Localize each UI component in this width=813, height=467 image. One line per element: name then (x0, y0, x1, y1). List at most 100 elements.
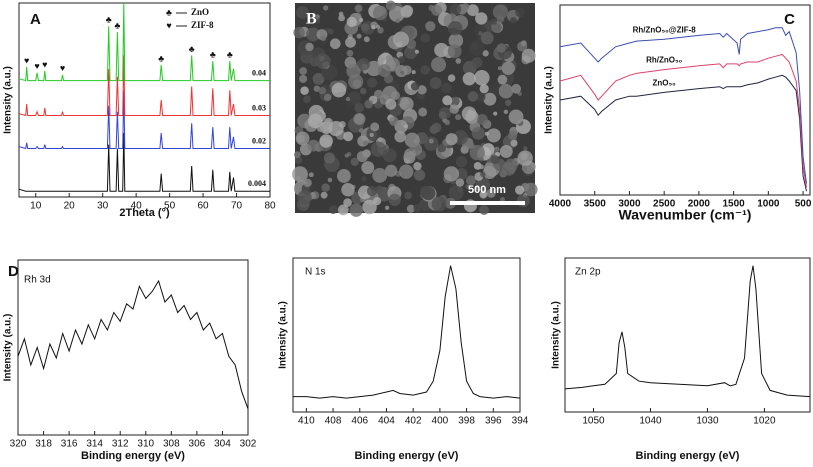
peak-marker: ♣ (158, 53, 164, 63)
sem-grain (406, 204, 416, 213)
sem-grain (517, 150, 533, 166)
sem-grain (417, 85, 427, 95)
sem-grain (338, 14, 345, 22)
sem-grain (345, 96, 351, 102)
sem-grain (359, 17, 364, 23)
peak-marker: ♥ (42, 59, 47, 69)
sem-grain (385, 98, 397, 110)
sem-grain (462, 72, 476, 86)
panel-label: C (784, 11, 795, 28)
sem-grain (363, 140, 369, 146)
sem-grain (393, 31, 410, 48)
sem-grain (315, 53, 331, 69)
sem-grain (431, 196, 447, 212)
sem-grain (420, 33, 430, 43)
x-tick-label: 3500 (584, 199, 607, 210)
sem-grain (497, 66, 502, 71)
x-axis-label: Binding energy (eV) (355, 450, 459, 462)
sem-grain (424, 136, 439, 151)
sem-grain (400, 70, 405, 75)
peak-marker: ♣ (210, 50, 216, 60)
sem-grain (491, 22, 502, 33)
sem-grain (350, 157, 359, 166)
sem-grain (320, 191, 328, 199)
panel-title: Rh 3d (24, 275, 51, 286)
sem-grain (362, 199, 377, 215)
sem-grain (341, 183, 355, 197)
sem-grain (449, 104, 460, 114)
peak-marker: ♣ (189, 44, 195, 54)
sem-grain (372, 167, 388, 183)
x-tick-label: 400 (432, 416, 449, 427)
peak-marker: ♣ (106, 15, 112, 25)
sem-grain (501, 61, 515, 75)
sem-grain (372, 5, 388, 21)
sem-grain (414, 49, 419, 54)
sem-grain (369, 132, 374, 137)
sem-grain (521, 48, 536, 63)
x-tick-label: 50 (164, 201, 176, 212)
sem-grain (307, 17, 318, 28)
legend-label: ZIF-8 (191, 20, 214, 30)
sem-grain (482, 165, 497, 180)
sem-grain (354, 113, 364, 123)
peak-marker: ♥ (60, 63, 65, 73)
sem-grain (497, 74, 508, 85)
sem-grain (323, 93, 332, 102)
sem-grain (471, 186, 477, 192)
sem-grain (361, 176, 367, 182)
panel-label: A (30, 11, 41, 28)
sem-grain (503, 109, 509, 115)
sem-grain (411, 70, 416, 75)
spectrum-line (559, 53, 807, 188)
x-axis-label: 2Theta (°) (119, 207, 170, 219)
x-tick-label: 1040 (639, 416, 662, 427)
sem-grain (312, 73, 325, 85)
sem-grain (418, 107, 428, 117)
sem-grain (344, 153, 349, 158)
sem-grain (398, 56, 406, 64)
sem-grain (377, 27, 384, 34)
sem-grain (465, 184, 470, 189)
sem-grain (401, 4, 414, 17)
sem-grain (447, 44, 462, 59)
sem-grain (299, 67, 308, 75)
y-axis-label: Intensity (a.u.) (3, 314, 14, 382)
sem-grain (480, 31, 494, 45)
sem-grain (444, 119, 450, 126)
sem-grain (327, 28, 334, 35)
sem-grain (484, 131, 489, 136)
sem-grain (395, 18, 401, 24)
sem-grain (474, 70, 490, 86)
sem-grain (504, 99, 512, 106)
sem-grain (366, 185, 378, 197)
sem-grain (336, 168, 351, 183)
sem-grain (476, 92, 486, 102)
sem-grain (496, 43, 506, 53)
sem-grain (476, 114, 488, 125)
x-tick-label: 80 (264, 201, 276, 212)
sem-image (292, 0, 538, 217)
series-label: 0.02 (252, 136, 266, 145)
x-tick-label: 20 (64, 201, 76, 212)
sem-grain (508, 109, 524, 125)
sem-grain (428, 138, 434, 144)
sem-grain (327, 177, 333, 183)
sem-grain (516, 194, 530, 208)
sem-grain (363, 36, 370, 43)
x-tick-label: 2000 (688, 199, 711, 210)
spectrum-line (17, 279, 249, 409)
legend-symbol: ♣ (166, 7, 172, 17)
x-tick-label: 40 (131, 201, 143, 212)
sem-grain (445, 133, 458, 146)
y-axis-label: Intensity (a.u.) (278, 301, 289, 369)
sem-grain (471, 57, 483, 68)
sem-grain (388, 193, 401, 206)
x-tick-label: 60 (198, 201, 210, 212)
sem-grain (346, 49, 354, 57)
sem-grain (479, 84, 489, 94)
sem-grain (354, 4, 363, 13)
sem-grain (413, 204, 422, 213)
sem-grain (455, 156, 468, 168)
